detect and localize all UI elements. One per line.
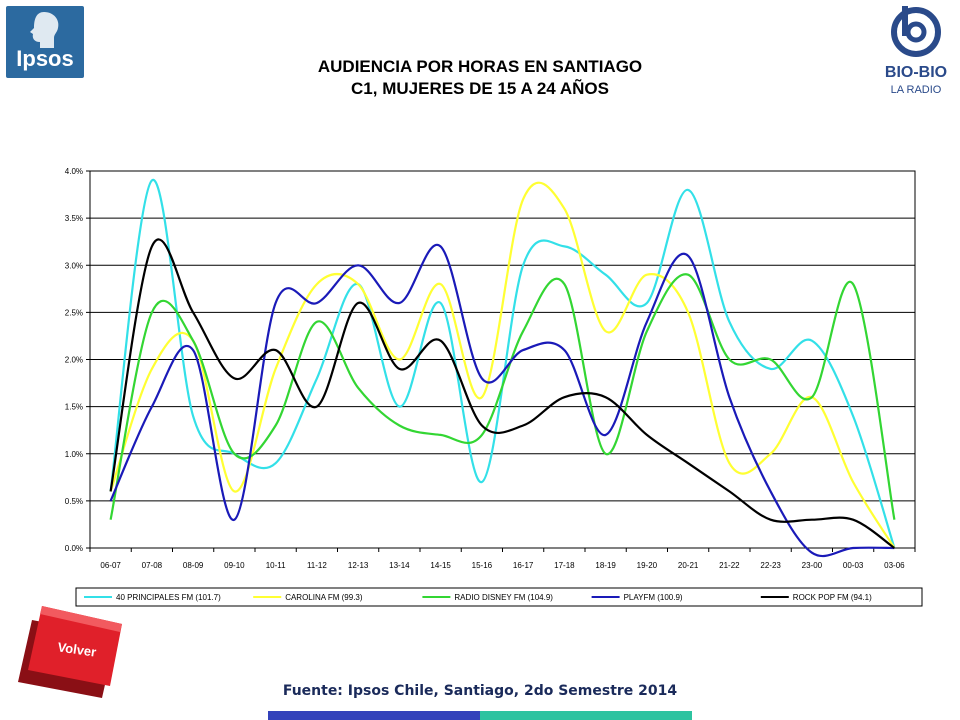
footer-bar-green <box>480 711 692 720</box>
y-tick-label: 4.0% <box>65 167 83 176</box>
chart-title-line1: AUDIENCIA POR HORAS EN SANTIAGO <box>317 57 643 76</box>
x-tick-label: 21-22 <box>719 561 740 570</box>
y-tick-label: 3.5% <box>65 214 83 223</box>
legend-label: ROCK POP FM (94.1) <box>793 593 872 602</box>
x-tick-label: 09-10 <box>224 561 245 570</box>
legend-box <box>75 587 923 607</box>
x-tick-label: 07-08 <box>142 561 163 570</box>
y-tick-label: 2.0% <box>65 356 83 365</box>
x-tick-label: 00-03 <box>843 561 864 570</box>
x-tick-label: 06-07 <box>100 561 121 570</box>
x-tick-label: 18-19 <box>595 561 616 570</box>
x-tick-label: 08-09 <box>183 561 204 570</box>
series-line-4 <box>109 238 896 549</box>
x-tick-label: 16-17 <box>513 561 534 570</box>
biobio-logo: BIO-BIO LA RADIO <box>878 4 954 100</box>
y-tick-label: 0.0% <box>65 544 83 553</box>
x-tick-label: 11-12 <box>307 561 327 570</box>
legend-label: 40 PRINCIPALES FM (101.7) <box>116 593 221 602</box>
y-tick-label: 0.5% <box>65 497 83 506</box>
chart-title: AUDIENCIA POR HORAS EN SANTIAGO C1, MUJE… <box>180 56 780 100</box>
series-line-1 <box>109 181 896 549</box>
footer-bar-blue <box>268 711 480 720</box>
legend-label: CAROLINA FM (99.3) <box>285 593 363 602</box>
x-tick-label: 10-11 <box>266 561 286 570</box>
x-tick-label: 12-13 <box>348 561 369 570</box>
chart-title-line2: C1, MUJERES DE 15 A 24 AÑOS <box>351 79 609 98</box>
legend-label: RADIO DISNEY FM (104.9) <box>454 593 553 602</box>
ipsos-logo-text: Ipsos <box>16 46 74 71</box>
biobio-logo-name: BIO-BIO <box>884 64 948 81</box>
volver-button[interactable]: Volver <box>18 606 124 700</box>
series-line-2 <box>109 273 896 520</box>
x-tick-label: 22-23 <box>760 561 781 570</box>
source-note: Fuente: Ipsos Chile, Santiago, 2do Semes… <box>282 683 678 699</box>
y-tick-label: 2.5% <box>65 308 83 317</box>
series-line-3 <box>109 243 895 558</box>
volver-shape-icon <box>18 606 122 698</box>
y-tick-label: 1.5% <box>65 403 83 412</box>
x-tick-label: 03-06 <box>884 561 905 570</box>
x-tick-label: 14-15 <box>430 561 451 570</box>
x-tick-label: 13-14 <box>389 561 410 570</box>
x-tick-label: 19-20 <box>637 561 658 570</box>
y-tick-label: 1.0% <box>65 450 83 459</box>
x-tick-label: 15-16 <box>472 561 493 570</box>
y-tick-label: 3.0% <box>65 261 83 270</box>
x-tick-label: 17-18 <box>554 561 575 570</box>
ipsos-logo: Ipsos <box>6 6 84 78</box>
biobio-logo-sub: LA RADIO <box>890 84 942 96</box>
x-tick-label: 23-00 <box>802 561 823 570</box>
legend-label: PLAYFM (100.9) <box>624 593 683 602</box>
x-tick-label: 20-21 <box>678 561 699 570</box>
series-line-0 <box>109 179 896 549</box>
biobio-symbol-icon <box>891 6 941 57</box>
ipsos-head-icon <box>30 12 59 48</box>
